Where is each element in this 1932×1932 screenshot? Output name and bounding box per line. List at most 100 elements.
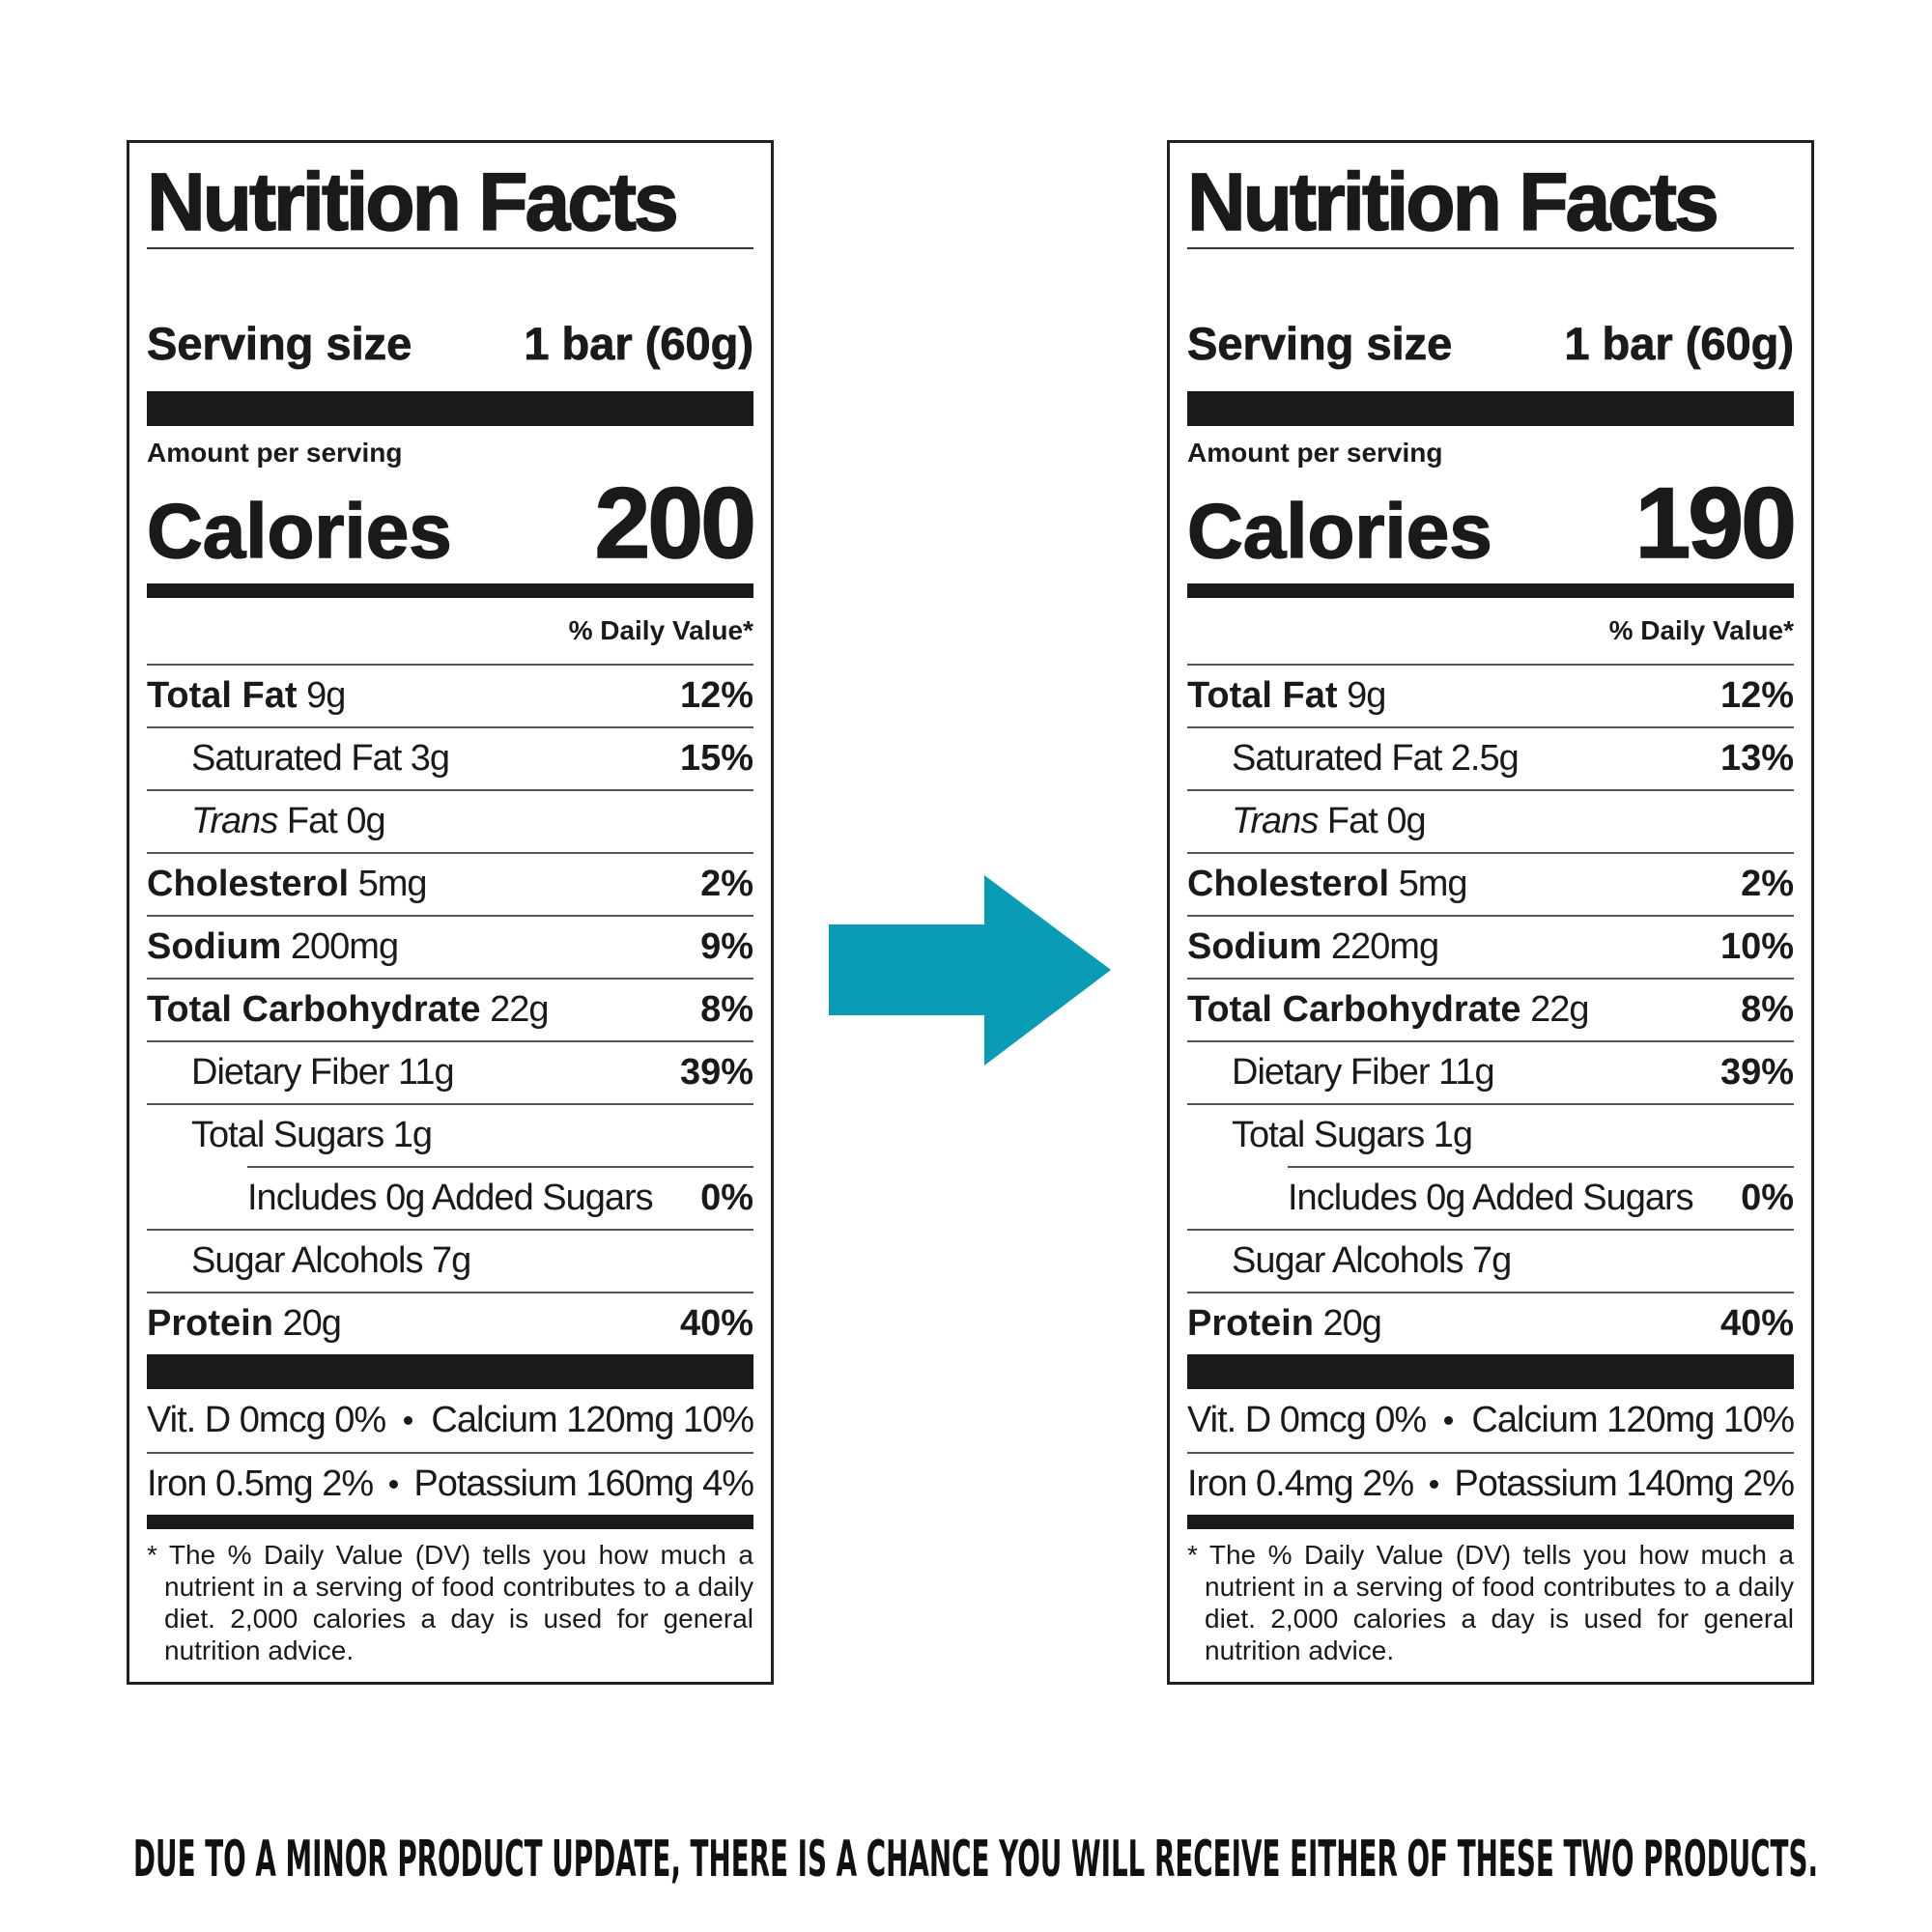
nutrient-name: Total Carbohydrate 22g [1187,989,1590,1031]
vitamin-row: Vit. D 0mcg 0% Calcium 120mg 10% [147,1389,754,1452]
vitamin-row: Iron 0.5mg 2% Potassium 160mg 4% [147,1452,754,1515]
daily-value: 10% [1719,926,1794,967]
nutrient-row: Total Fat 9g 12% [1187,664,1794,726]
daily-value: 0% [1741,1178,1794,1218]
nutrient-name: Sugar Alcohols 7g [1187,1240,1512,1282]
daily-value: 15% [679,738,753,779]
label-title: Nutrition Facts [146,143,753,249]
nutrient-name: Cholesterol 5mg [147,864,428,905]
daily-value-header: % Daily Value* [1608,615,1794,645]
nutrient-name: Trans Fat 0g [1187,801,1427,842]
nutrient-name: Dietary Fiber 11g [147,1052,455,1094]
serving-value: 1 bar (60g) [524,318,753,370]
calories-label: Calories [1186,487,1492,575]
nutrient-amount: 20g [1322,1303,1381,1344]
nutrient-amount: 200mg [290,926,399,967]
daily-value: 12% [1719,675,1794,716]
daily-value: 9% [700,926,753,967]
nutrient-bold: Total Carbohydrate [1187,989,1521,1030]
amount-per-serving: Amount per serving [147,438,403,468]
nutrient-name: Trans Fat 0g [147,801,386,842]
serving-label: Serving size [1187,318,1453,370]
nutrient-name: Total Carbohydrate 22g [147,989,550,1031]
nutrient-row: Dietary Fiber 11g 39% [1187,1040,1794,1103]
nutrient-row: Total Sugars 1g [147,1103,753,1166]
nutrient-name: Sodium 220mg [1187,926,1439,968]
nutrient-row: Total Fat 9g 12% [147,664,753,726]
separator-dot [1444,1416,1454,1425]
nutrient-amount: Sugar Alcohols 7g [1232,1240,1512,1281]
nutrient-amount: Fat 0g [286,801,386,841]
nutrient-amount: 22g [490,989,549,1030]
calories-row: Calories 190 [1186,468,1798,580]
daily-value: 39% [679,1052,753,1093]
daily-value: 13% [1719,738,1794,779]
nutrient-name: Dietary Fiber 11g [1187,1052,1495,1094]
nutrient-bold: Total Fat [1187,675,1338,716]
nutrient-amount: 5mg [357,864,428,904]
nutrient-amount: 20g [282,1303,341,1344]
nutrient-amount: 9g [1347,675,1386,716]
thick-rule [147,391,753,426]
nutrient-bold: Sodium [1187,926,1322,967]
thick-rule [1187,391,1794,426]
calories-value: 190 [1634,468,1798,580]
serving-label: Serving size [147,318,412,370]
arrow [829,875,1111,1065]
nutrient-row: Trans Fat 0g [147,789,753,852]
nutrient-name: Total Sugars 1g [1187,1115,1473,1156]
nutrient-bold: Cholesterol [147,864,350,904]
separator-dot [404,1416,413,1425]
thick-rule [147,1354,753,1389]
vitamin: Vit. D 0mcg 0% [147,1400,386,1440]
medium-rule [1187,1515,1794,1529]
arrow-shape [829,875,1111,1065]
calories-row: Calories 200 [146,468,757,580]
serving-size: Serving size 1 bar (60g) [147,249,754,391]
nutrient-name: Includes 0g Added Sugars [247,1178,654,1219]
nutrient-amount: Saturated Fat 2.5g [1232,738,1520,779]
nutrient-amount: Sugar Alcohols 7g [191,1240,471,1281]
vitamin: Potassium 140mg 2% [1454,1463,1795,1504]
nutrient-name: Includes 0g Added Sugars [1288,1178,1694,1219]
daily-value: 40% [1719,1303,1794,1344]
calories-block: Amount per serving Calories 190 [1186,426,1798,583]
calories-value: 200 [594,468,757,580]
nutrient-bold: Protein [147,1303,273,1344]
nutrient-name: Protein 20g [1187,1303,1382,1345]
nutrient-amount: 22g [1530,989,1589,1030]
nutrient-row: Sodium 200mg 9% [147,915,753,978]
nutrient-italic: Trans [1232,801,1319,841]
nutrient-name: Protein 20g [147,1303,342,1345]
nutrient-row: Cholesterol 5mg 2% [147,852,753,915]
vitamin: Iron 0.4mg 2% [1187,1463,1414,1504]
serving-value: 1 bar (60g) [1564,318,1794,370]
vitamin: Calcium 120mg 10% [431,1400,754,1440]
nutrient-row: Trans Fat 0g [1187,789,1794,852]
nutrient-amount: Dietary Fiber 11g [191,1052,455,1093]
nutrition-label: Nutrition Facts Serving size 1 bar (60g) Am… [1167,140,1814,1685]
nutrient-bold: Total Fat [147,675,298,716]
vitamin: Iron 0.5mg 2% [147,1463,374,1504]
nutrient-row: Includes 0g Added Sugars 0% [1288,1166,1794,1229]
daily-value: 8% [700,989,753,1030]
nutrition-label: Nutrition Facts Serving size 1 bar (60g) Am… [127,140,774,1685]
nutrient-bold: Sodium [147,926,282,967]
separator-dot [1429,1480,1438,1489]
medium-rule [147,1515,753,1529]
label-title: Nutrition Facts [1186,143,1794,249]
notice-banner: DUE TO A MINOR PRODUCT UPDATE, THERE IS … [133,1831,1818,1889]
amount-per-serving: Amount per serving [1187,438,1443,468]
nutrient-name: Saturated Fat 2.5g [1187,738,1520,780]
footnote: * The % Daily Value (DV) tells you how m… [147,1540,753,1665]
nutrient-amount: 220mg [1330,926,1439,967]
nutrient-row: Cholesterol 5mg 2% [1187,852,1794,915]
nutrient-row: Sodium 220mg 10% [1187,915,1794,978]
nutrient-bold: Total Carbohydrate [147,989,481,1030]
nutrient-name: Total Fat 9g [1187,675,1386,717]
daily-value: 0% [700,1178,753,1218]
calories-block: Amount per serving Calories 200 [146,426,757,583]
nutrient-row: Protein 20g 40% [147,1292,753,1354]
nutrient-row: Sugar Alcohols 7g [147,1229,753,1292]
